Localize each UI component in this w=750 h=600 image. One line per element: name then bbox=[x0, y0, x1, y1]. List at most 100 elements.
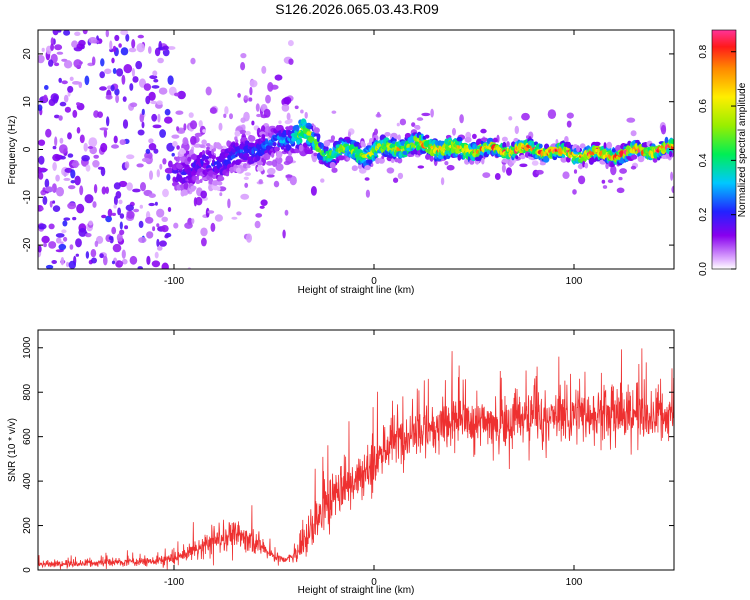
heatmap-cell bbox=[607, 179, 614, 184]
heatmap-cell bbox=[288, 125, 294, 131]
spectrogram-ylabel: Frequency (Hz) bbox=[7, 116, 18, 185]
heatmap-cell bbox=[320, 178, 325, 183]
heatmap-cell bbox=[137, 129, 145, 136]
heatmap-cell bbox=[219, 152, 227, 160]
heatmap-cell bbox=[59, 137, 64, 144]
heatmap-cell bbox=[74, 175, 81, 186]
heatmap-cell bbox=[255, 103, 260, 112]
heatmap-cell bbox=[227, 198, 231, 209]
heatmap-cell bbox=[113, 135, 118, 144]
heatmap-cell bbox=[93, 154, 99, 159]
heatmap-cell bbox=[146, 231, 154, 239]
heatmap-cell bbox=[508, 160, 513, 168]
heatmap-cell bbox=[45, 264, 54, 269]
heatmap-cell bbox=[206, 160, 210, 166]
heatmap-cell bbox=[225, 172, 230, 177]
heatmap-cell bbox=[92, 201, 97, 208]
heatmap-cell bbox=[242, 153, 250, 158]
colorbar-tick-label: 0.8 bbox=[698, 44, 709, 58]
heatmap-cell bbox=[258, 179, 263, 184]
heatmap-cell bbox=[54, 136, 58, 147]
heatmap-cell bbox=[152, 226, 156, 232]
heatmap-cell bbox=[313, 127, 320, 134]
heatmap-cell bbox=[562, 171, 570, 179]
heatmap-cell bbox=[235, 153, 238, 158]
heatmap-cell bbox=[154, 201, 158, 206]
heatmap-cell bbox=[306, 131, 313, 136]
heatmap-cell bbox=[41, 235, 50, 244]
heatmap-cell bbox=[99, 253, 104, 259]
heatmap-cell bbox=[148, 138, 154, 144]
heatmap-cell bbox=[43, 94, 48, 103]
heatmap-cell bbox=[313, 152, 318, 157]
heatmap-cell bbox=[251, 120, 255, 126]
heatmap-cell bbox=[337, 155, 345, 161]
heatmap-cell bbox=[247, 142, 255, 147]
heatmap-cell bbox=[601, 179, 606, 184]
heatmap-cell bbox=[116, 68, 124, 77]
heatmap-cell bbox=[136, 43, 145, 53]
heatmap-cell bbox=[573, 169, 578, 174]
heatmap-cell bbox=[560, 156, 568, 163]
heatmap-cell bbox=[552, 155, 558, 161]
heatmap-cell bbox=[78, 81, 83, 89]
heatmap-cell bbox=[249, 79, 258, 88]
heatmap-cell bbox=[115, 191, 122, 199]
heatmap-cell bbox=[172, 141, 178, 147]
heatmap-cell bbox=[195, 179, 201, 185]
heatmap-cell bbox=[576, 145, 581, 153]
heatmap-cell bbox=[216, 142, 222, 150]
heatmap-cell bbox=[198, 120, 203, 128]
heatmap-cell bbox=[94, 240, 99, 247]
heatmap-cell bbox=[52, 162, 57, 171]
heatmap-cell bbox=[182, 137, 189, 146]
heatmap-cell bbox=[70, 180, 76, 184]
heatmap-cell bbox=[289, 118, 293, 123]
heatmap-cell bbox=[51, 260, 57, 264]
heatmap-cell bbox=[118, 43, 122, 48]
heatmap-cell bbox=[196, 158, 202, 162]
heatmap-cell bbox=[112, 45, 117, 53]
heatmap-cell bbox=[156, 100, 163, 105]
heatmap-cell bbox=[266, 154, 271, 160]
heatmap-cell bbox=[111, 144, 119, 149]
heatmap-cell bbox=[270, 152, 275, 158]
heatmap-cell bbox=[514, 125, 519, 135]
heatmap-cell bbox=[61, 80, 68, 85]
heatmap-cell bbox=[72, 109, 78, 118]
heatmap-cell bbox=[283, 96, 292, 105]
heatmap-cell bbox=[100, 58, 105, 67]
heatmap-cell bbox=[277, 151, 283, 158]
heatmap-cell bbox=[255, 213, 263, 218]
heatmap-cell bbox=[386, 167, 395, 174]
heatmap-cell bbox=[365, 189, 370, 198]
heatmap-cell bbox=[76, 203, 85, 214]
heatmap-cell bbox=[288, 58, 294, 65]
heatmap-cell bbox=[374, 128, 378, 136]
heatmap-cell bbox=[464, 136, 472, 143]
heatmap-cell bbox=[194, 132, 203, 137]
snr-frame bbox=[37, 329, 675, 571]
heatmap-cell bbox=[56, 51, 64, 55]
heatmap-cell bbox=[671, 185, 674, 194]
heatmap-cell bbox=[254, 220, 261, 229]
heatmap-cell bbox=[85, 164, 91, 172]
heatmap-cell bbox=[630, 130, 637, 137]
heatmap-cell bbox=[148, 46, 152, 54]
heatmap-cell bbox=[187, 156, 192, 162]
heatmap-cell bbox=[88, 137, 98, 148]
heatmap-cell bbox=[190, 185, 197, 191]
heatmap-cell bbox=[152, 70, 158, 76]
heatmap-cell bbox=[125, 204, 134, 212]
heatmap-cell bbox=[411, 122, 416, 127]
heatmap-cell bbox=[231, 154, 236, 159]
heatmap-cell bbox=[151, 113, 158, 122]
heatmap-cell bbox=[119, 139, 126, 146]
heatmap-cell bbox=[49, 200, 53, 208]
heatmap-cell bbox=[117, 207, 121, 216]
heatmap-cell bbox=[256, 113, 262, 118]
heatmap-cell bbox=[121, 74, 126, 85]
heatmap-cell bbox=[105, 215, 112, 223]
heatmap-cell bbox=[63, 217, 71, 221]
